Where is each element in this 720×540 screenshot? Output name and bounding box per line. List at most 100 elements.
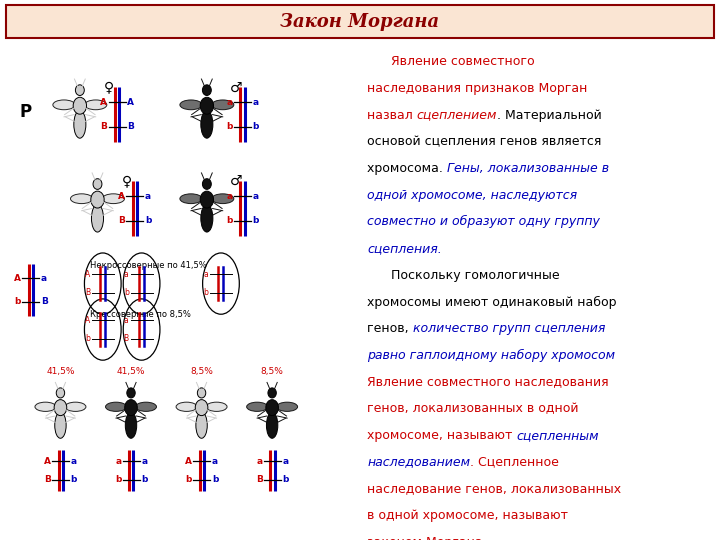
Text: b: b <box>141 475 148 484</box>
Ellipse shape <box>266 412 278 438</box>
Text: равно гаплоидному набору хромосом: равно гаплоидному набору хромосом <box>367 349 615 362</box>
Text: a: a <box>227 98 233 107</box>
Ellipse shape <box>176 402 197 411</box>
Text: B: B <box>41 297 48 306</box>
Text: A: A <box>100 98 107 107</box>
Text: A: A <box>44 456 51 465</box>
Text: ♂: ♂ <box>230 174 242 188</box>
Text: хромосоме, называют: хромосоме, называют <box>367 429 516 442</box>
Ellipse shape <box>201 205 213 232</box>
Ellipse shape <box>91 191 104 208</box>
Text: a: a <box>256 456 263 465</box>
Text: a: a <box>282 456 289 465</box>
Text: 41,5%: 41,5% <box>46 367 75 376</box>
Text: назвал: назвал <box>367 109 417 122</box>
Text: a: a <box>227 192 233 201</box>
Text: в одной хромосоме, называют: в одной хромосоме, называют <box>367 509 568 522</box>
Ellipse shape <box>212 100 234 110</box>
Text: b: b <box>226 123 233 131</box>
Text: b: b <box>71 475 77 484</box>
Text: b: b <box>85 334 90 343</box>
Text: a: a <box>41 274 47 283</box>
Ellipse shape <box>55 412 66 438</box>
Text: Явление совместного наследования: Явление совместного наследования <box>367 375 608 388</box>
Text: наследование генов, локализованных: наследование генов, локализованных <box>367 482 621 495</box>
Text: b: b <box>14 297 21 306</box>
Text: 8,5%: 8,5% <box>190 367 213 376</box>
Ellipse shape <box>53 100 75 110</box>
Text: Закон Моргана: Закон Моргана <box>280 12 440 31</box>
Text: 8,5%: 8,5% <box>261 367 284 376</box>
Text: B: B <box>85 288 90 298</box>
Text: b: b <box>253 216 258 225</box>
Ellipse shape <box>135 402 156 411</box>
Text: Поскольку гомологичные: Поскольку гомологичные <box>367 269 559 282</box>
Ellipse shape <box>85 100 107 110</box>
Text: генов,: генов, <box>367 322 413 335</box>
Ellipse shape <box>201 111 213 138</box>
Text: a: a <box>124 270 129 279</box>
Text: A: A <box>127 98 134 107</box>
Ellipse shape <box>212 194 234 204</box>
Text: Кроссоверные по 8,5%: Кроссоверные по 8,5% <box>91 310 192 319</box>
Ellipse shape <box>180 100 202 110</box>
Text: количество групп сцепления: количество групп сцепления <box>413 322 605 335</box>
Text: a: a <box>145 192 151 201</box>
Text: B: B <box>256 475 263 484</box>
Text: a: a <box>115 456 122 465</box>
Text: законом Моргана.: законом Моргана. <box>367 536 487 540</box>
Text: A: A <box>185 456 192 465</box>
Text: одной хромосоме, наследуются: одной хромосоме, наследуются <box>367 189 577 202</box>
Text: . Материальной: . Материальной <box>498 109 602 122</box>
Text: Гены, локализованные в: Гены, локализованные в <box>447 162 609 175</box>
Text: основой сцепления генов является: основой сцепления генов является <box>367 136 601 148</box>
Ellipse shape <box>54 400 67 416</box>
Text: b: b <box>186 475 192 484</box>
Ellipse shape <box>35 402 56 411</box>
Text: A: A <box>14 274 21 283</box>
Ellipse shape <box>196 412 207 438</box>
Text: A: A <box>118 192 125 201</box>
Text: a: a <box>203 270 208 279</box>
Ellipse shape <box>180 194 202 204</box>
Text: хромосома.: хромосома. <box>367 162 447 175</box>
Ellipse shape <box>200 191 214 208</box>
Ellipse shape <box>127 388 135 398</box>
Ellipse shape <box>71 194 93 204</box>
Text: B: B <box>44 475 51 484</box>
Text: сцеплением: сцеплением <box>417 109 498 122</box>
Text: наследованием: наследованием <box>367 456 470 469</box>
Text: B: B <box>124 334 129 343</box>
Ellipse shape <box>125 412 137 438</box>
Text: b: b <box>226 216 233 225</box>
Ellipse shape <box>195 400 208 416</box>
Ellipse shape <box>56 388 65 398</box>
Text: сцепленным: сцепленным <box>516 429 599 442</box>
Ellipse shape <box>276 402 297 411</box>
Text: b: b <box>253 123 258 131</box>
Ellipse shape <box>266 400 279 416</box>
Text: P: P <box>19 103 31 121</box>
Ellipse shape <box>76 85 84 96</box>
Ellipse shape <box>202 179 211 190</box>
Ellipse shape <box>125 400 138 416</box>
Text: ♂: ♂ <box>230 80 242 94</box>
Text: a: a <box>253 192 258 201</box>
Text: ♀: ♀ <box>104 80 114 94</box>
Text: b: b <box>145 216 151 225</box>
Ellipse shape <box>93 179 102 190</box>
Text: A: A <box>85 316 90 325</box>
Text: генов, локализованных в одной: генов, локализованных в одной <box>367 402 579 415</box>
Ellipse shape <box>74 111 86 138</box>
Text: ♀: ♀ <box>122 174 132 188</box>
Ellipse shape <box>268 388 276 398</box>
Text: b: b <box>282 475 289 484</box>
Ellipse shape <box>102 194 125 204</box>
Text: хромосомы имеют одинаковый набор: хромосомы имеют одинаковый набор <box>367 295 616 308</box>
Text: a: a <box>71 456 77 465</box>
Text: A: A <box>85 270 90 279</box>
Ellipse shape <box>197 388 206 398</box>
Text: наследования признаков Морган: наследования признаков Морган <box>367 82 588 95</box>
Ellipse shape <box>200 97 214 114</box>
Text: Явление совместного: Явление совместного <box>367 55 535 69</box>
